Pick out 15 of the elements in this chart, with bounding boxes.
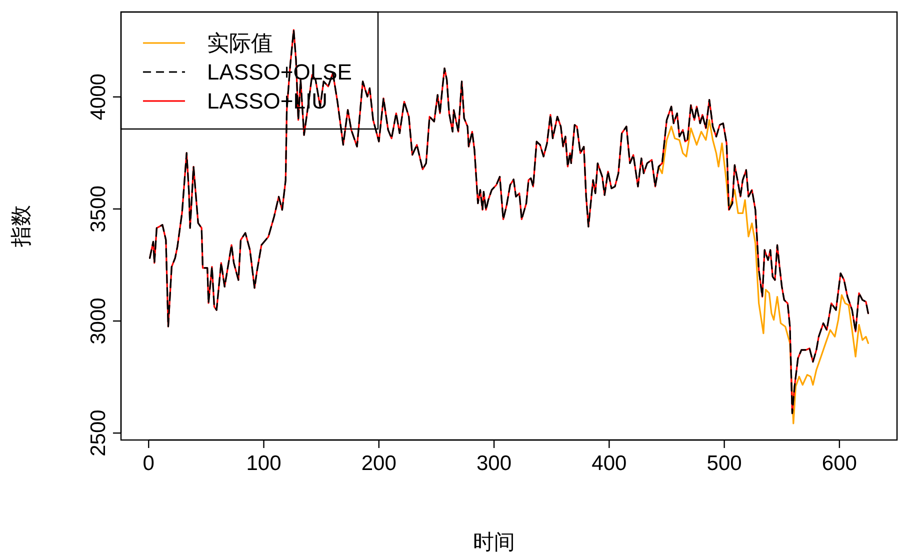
y-axis-title: 指数: [9, 205, 33, 248]
y-tick-label: 2500: [87, 410, 110, 456]
y-tick-label: 3500: [87, 186, 110, 232]
x-tick-label: 600: [822, 452, 857, 475]
x-tick-label: 200: [361, 452, 396, 475]
x-tick-label: 500: [706, 452, 742, 475]
x-tick-label: 400: [592, 452, 627, 475]
x-tick-label: 0: [142, 452, 154, 475]
x-tick-label: 300: [476, 452, 512, 475]
x-axis-title: 时间: [473, 530, 516, 553]
x-tick-label: 100: [246, 452, 282, 475]
y-tick-label: 4000: [87, 74, 110, 120]
y-tick-label: 3000: [87, 298, 110, 344]
legend-label: 实际值: [207, 30, 273, 56]
line-series: [658, 119, 870, 424]
